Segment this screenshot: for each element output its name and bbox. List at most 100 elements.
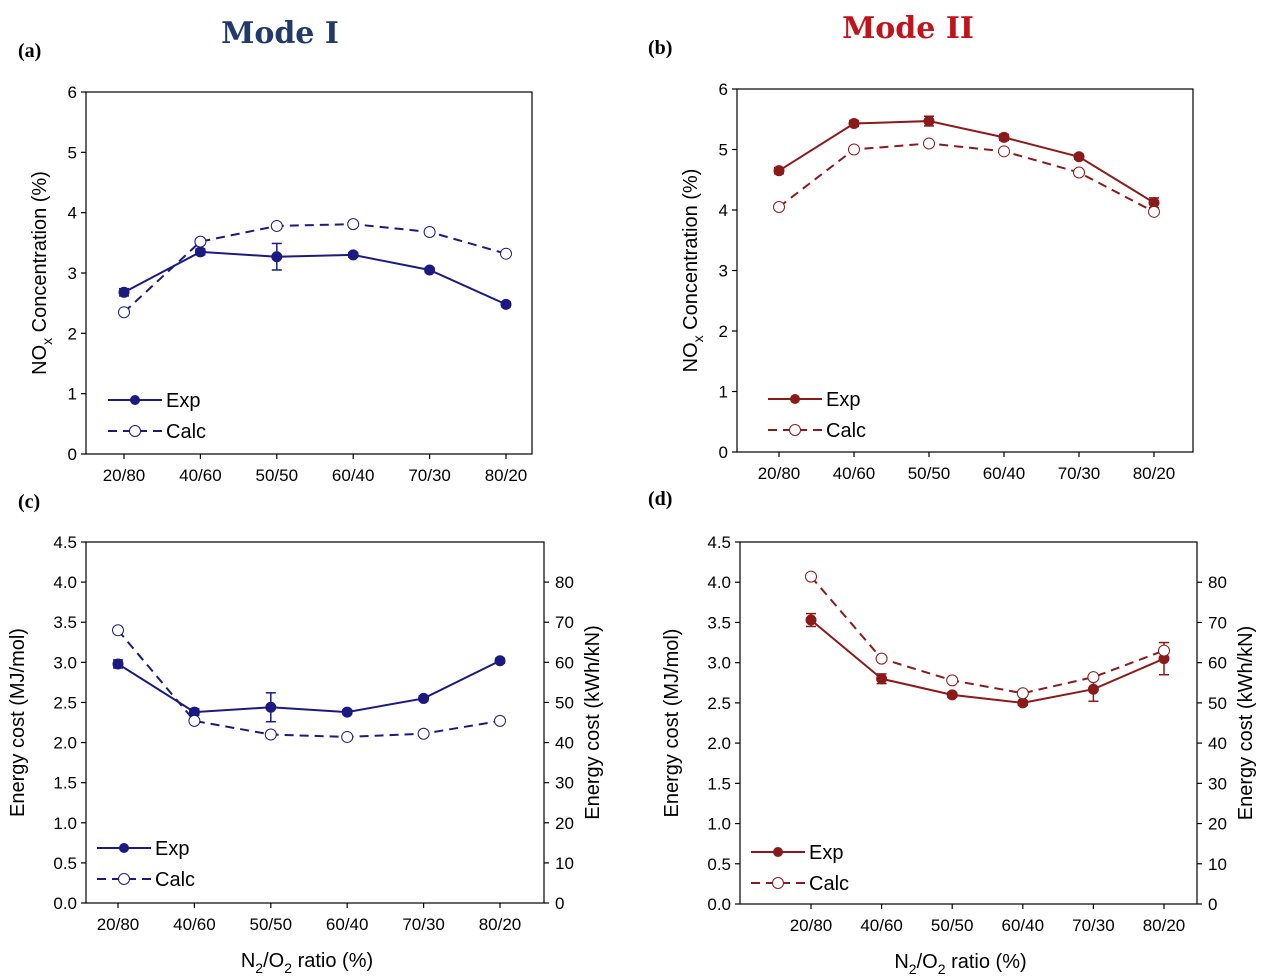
y-tick-label: 2.5 [707,694,731,713]
legend-label: Calc [826,420,866,442]
y-tick-label: 3.5 [707,613,731,632]
x-tick-label: 80/20 [485,466,528,485]
y-right-tick-label: 30 [1208,774,1227,793]
x-tick-label: 80/20 [1143,916,1186,935]
x-tick-label: 20/80 [103,466,146,485]
x-tick-label: 60/40 [332,466,375,485]
data-point [500,247,512,260]
x-tick-label: 70/30 [408,466,451,485]
x-tick-label: 20/80 [97,915,140,934]
x-tick-label: 50/50 [908,464,951,483]
series-line [810,619,1165,704]
y-right-axis-label: Energy cost (kWh/kN) [582,625,604,819]
y-tick-label: 0.0 [707,895,731,914]
x-tick-label: 20/80 [758,464,801,483]
data-point [805,614,817,626]
y-tick-label: 4 [719,201,728,220]
x-tick-label: 50/50 [931,916,974,935]
panel-label-b: (b) [648,37,672,59]
legend-entry-calc: Calc [768,420,866,442]
y-axis-label: Energy cost (MJ/mol) [7,628,29,817]
legend-label: Calc [809,873,849,895]
data-point [946,689,958,701]
data-point [1016,687,1029,700]
legend-marker [773,847,783,857]
y-tick-label: 0.5 [53,854,77,873]
y-right-tick-label: 30 [555,774,574,793]
series-line [778,142,1155,213]
panel-label-a: (a) [18,40,41,62]
y-tick-label: 1.5 [53,774,77,793]
legend-entry-exp: Exp [768,389,860,411]
data-point [998,145,1010,158]
y-right-tick-label: 60 [555,653,574,672]
y-right-tick-label: 70 [1208,613,1227,632]
y-tick-label: 2 [719,322,728,341]
data-point [1087,671,1100,684]
y-tick-label: 0 [719,443,728,462]
data-point [1073,151,1085,163]
x-tick-label: 60/40 [326,915,369,934]
data-point [264,728,277,741]
y-right-tick-label: 10 [1208,855,1227,874]
y-right-tick-label: 0 [555,894,564,913]
x-axis-label: N2/O2 ratio (%) [894,951,1026,976]
data-point [271,251,283,263]
panel-c: (c) 0.0 0.5 1.0 1.5 2.0 2.5 3.0 3.5 4.0 4.5 20/80 40… [7,491,604,976]
x-tick-label: 60/40 [983,464,1026,483]
series-exp [773,115,1160,209]
legend-entry-exp: Exp [108,390,200,412]
data-point [848,143,860,156]
y-tick-label: 1 [68,385,77,404]
data-point [341,730,354,743]
series-line [117,659,501,714]
legend-marker [789,424,801,436]
data-point [1158,644,1170,657]
series-calc [805,570,1170,700]
series-calc [118,218,512,319]
x-tick-label: 40/60 [179,466,222,485]
data-point [998,131,1010,143]
plot-frame [85,541,545,904]
y-axis-label: NOx Concentration (%) [29,171,55,375]
chart-panels: (a) 0 1 2 3 4 5 6 20/80 40/60 50/50 60/40 70/30 80/20… [7,37,1257,976]
y-tick-label: 3.0 [707,654,731,673]
data-point [500,298,512,310]
y-right-tick-label: 40 [555,734,574,753]
panel-label-d: (d) [648,488,672,510]
legend-label: Exp [809,842,843,864]
series-exp [112,655,506,723]
series-line [778,120,1155,204]
y-tick-label: 4.5 [707,533,731,552]
panel-b: (b) 0 1 2 3 4 5 6 20/80 40/60 50/50 60/40 70/30 80/20… [648,37,1194,483]
y-right-tick-label: 40 [1208,734,1227,753]
data-point [1148,205,1160,218]
y-right-tick-label: 20 [555,814,574,833]
legend-label: Calc [166,421,206,443]
x-tick-label: 70/30 [1058,464,1101,483]
y-right-tick-label: 50 [1208,694,1227,713]
data-point [194,235,207,248]
data-point [118,306,130,319]
y-tick-label: 1.0 [53,814,77,833]
data-point [347,218,360,231]
legend-marker [118,873,130,885]
data-point [347,249,359,261]
x-tick-label: 80/20 [1133,464,1176,483]
y-right-tick-label: 80 [1208,573,1227,592]
series-calc [773,137,1160,218]
data-point [494,714,506,727]
data-point [923,137,935,150]
data-point [773,200,785,213]
x-tick-label: 20/80 [790,916,833,935]
y-tick-label: 4.0 [707,573,731,592]
data-point [423,225,436,238]
y-right-tick-label: 60 [1208,654,1227,673]
y-tick-label: 2.0 [707,734,731,753]
data-point [494,655,506,667]
data-point [424,264,436,276]
data-point [418,692,430,704]
series-line [123,250,507,306]
legend-marker [129,425,141,437]
y-tick-label: 4 [68,204,77,223]
